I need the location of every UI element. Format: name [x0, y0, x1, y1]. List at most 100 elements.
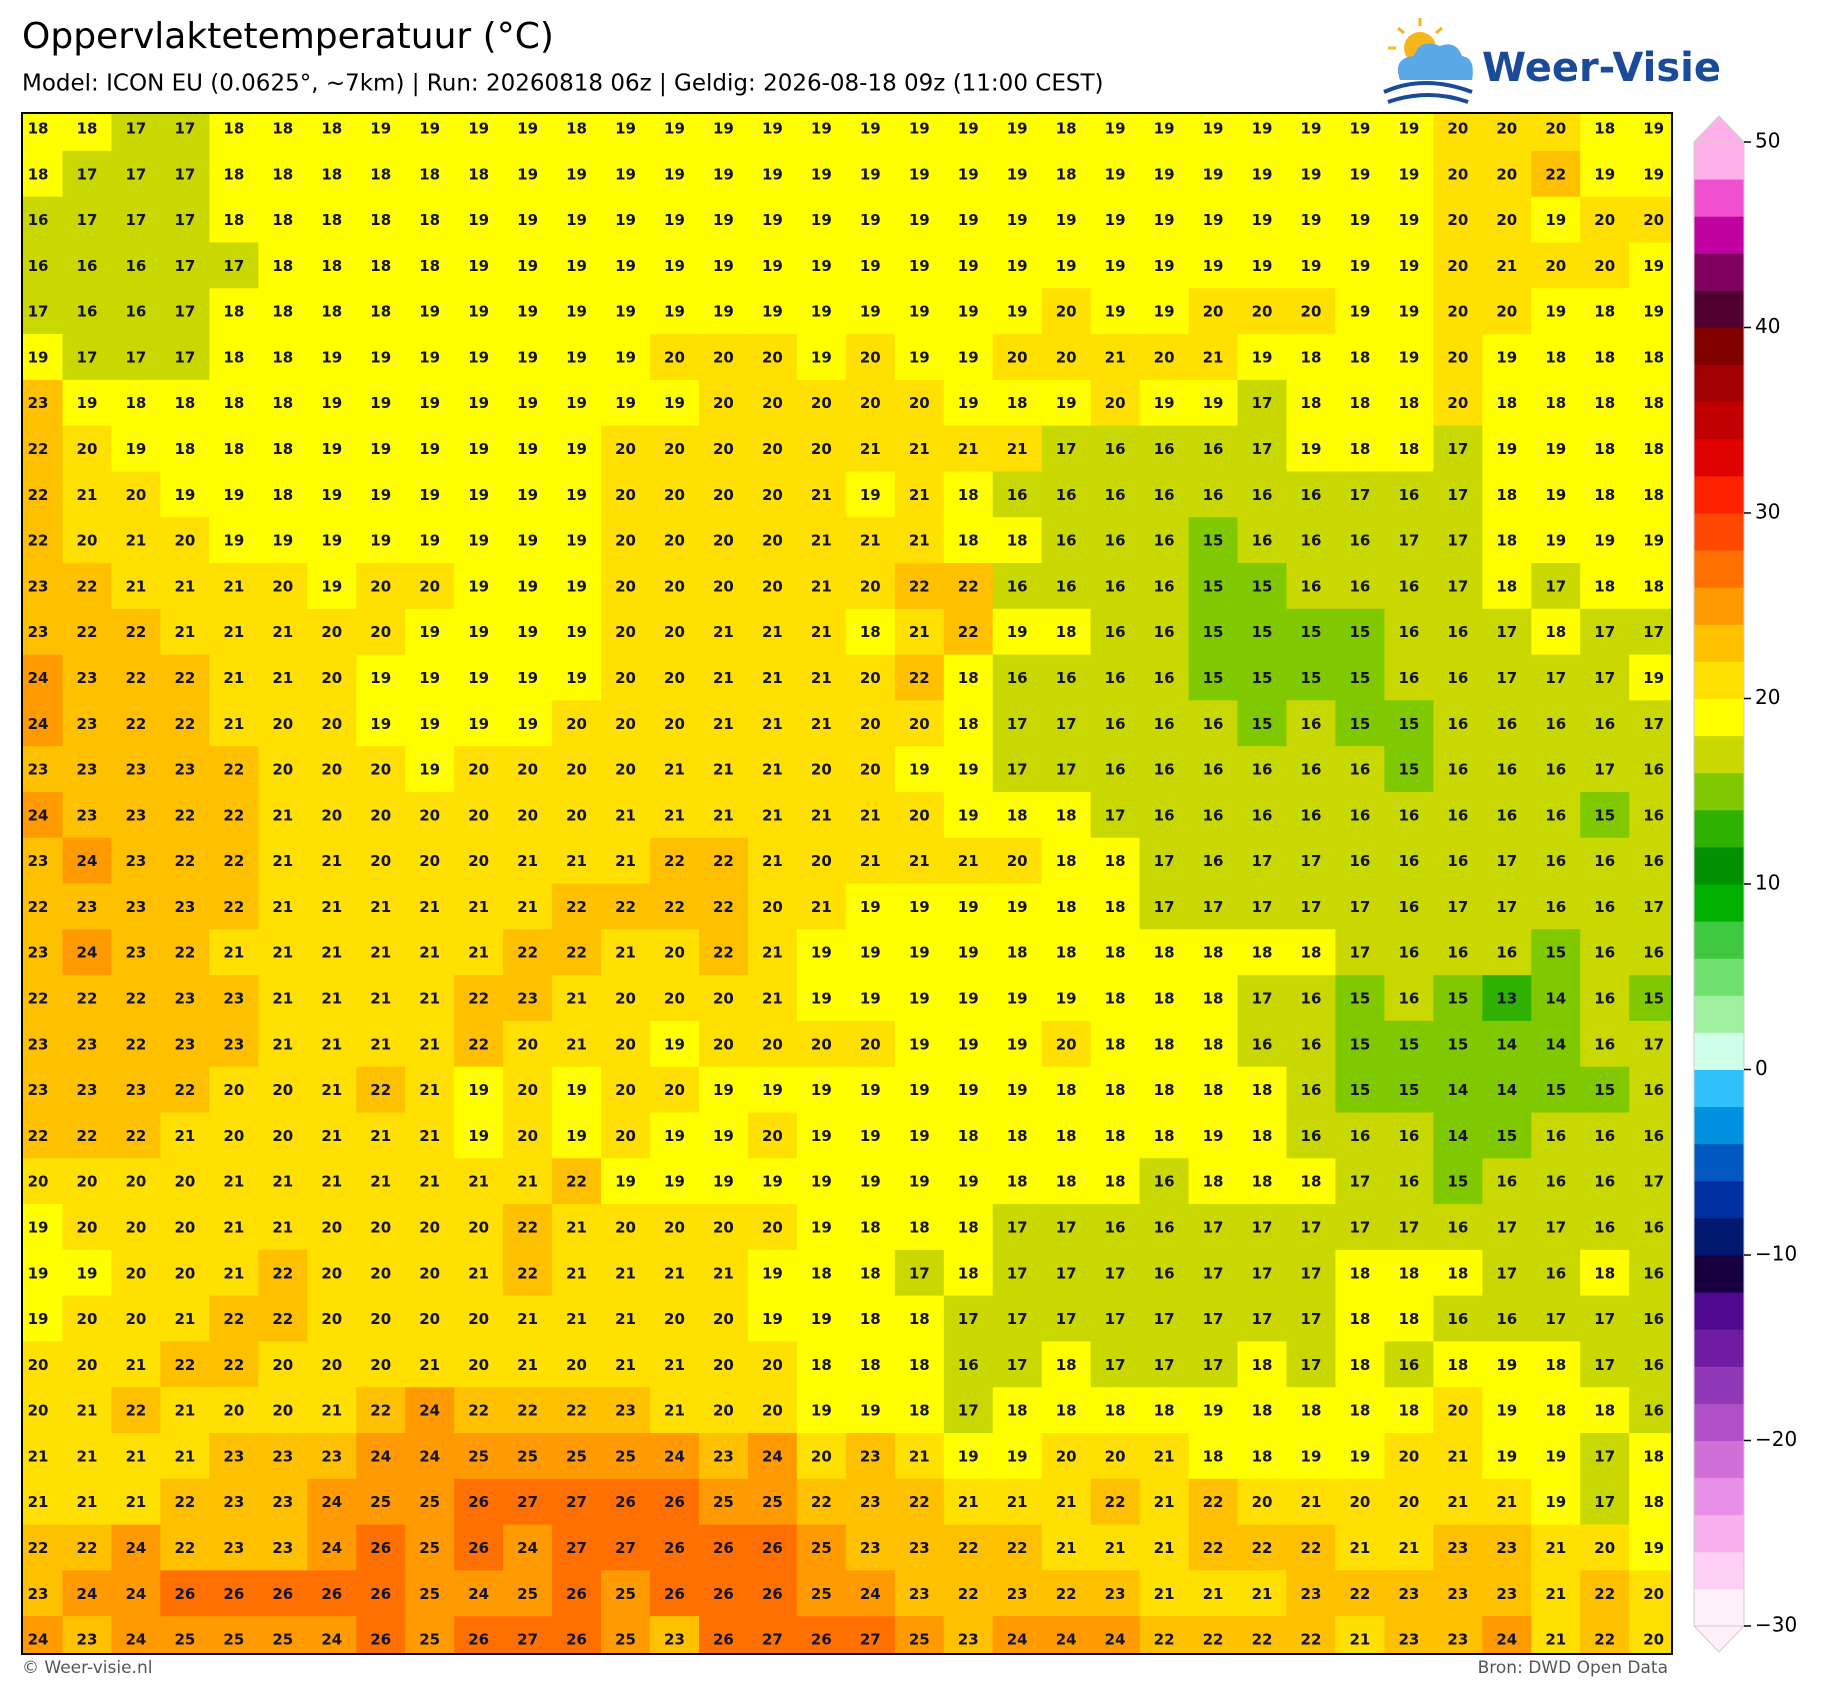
- temperature-label: 21: [811, 669, 832, 687]
- temperature-label: 21: [615, 852, 636, 870]
- temperature-label: 19: [811, 120, 832, 138]
- temperature-label: 16: [1496, 806, 1517, 824]
- temperature-cell: [1384, 1524, 1434, 1571]
- temperature-cell: [160, 288, 210, 335]
- temperature-cell: [62, 1295, 113, 1343]
- temperature-cell: [1531, 471, 1581, 518]
- temperature-label: 19: [517, 211, 538, 229]
- temperature-cell: [111, 883, 161, 930]
- temperature-label: 21: [272, 898, 293, 916]
- temperature-cell: [650, 1249, 700, 1297]
- temperature-label: 18: [125, 394, 146, 412]
- temperature-cell: [1188, 1249, 1239, 1297]
- temperature-label: 22: [223, 852, 244, 870]
- temperature-cell: [747, 288, 798, 335]
- temperature-cell: [796, 1478, 847, 1526]
- temperature-label: 25: [762, 1493, 783, 1511]
- temperature-label: 16: [125, 257, 146, 275]
- temperature-label: 16: [1398, 577, 1419, 595]
- temperature-label: 16: [1398, 852, 1419, 870]
- temperature-cell: [1482, 929, 1532, 976]
- temperature-label: 16: [1496, 1310, 1517, 1328]
- temperature-label: 21: [272, 852, 293, 870]
- temperature-cell: [503, 288, 553, 335]
- temperature-cell: [22, 654, 64, 701]
- temperature-cell: [258, 379, 308, 427]
- temperature-cell: [1286, 608, 1337, 656]
- temperature-cell: [601, 608, 651, 656]
- temperature-cell: [1139, 608, 1190, 656]
- temperature-cell: [894, 1570, 945, 1617]
- temperature-label: 21: [321, 990, 342, 1008]
- temperature-label: 24: [1496, 1631, 1517, 1649]
- temperature-cell: [111, 196, 161, 244]
- temperature-cell: [845, 1066, 896, 1114]
- temperature-label: 19: [909, 165, 930, 183]
- temperature-cell: [894, 1616, 945, 1654]
- temperature-label: 19: [958, 303, 979, 321]
- temperature-cell: [258, 929, 308, 976]
- temperature-cell: [1188, 196, 1239, 244]
- temperature-cell: [1139, 1158, 1190, 1205]
- temperature-label: 20: [811, 1447, 832, 1465]
- temperature-cell: [405, 1616, 455, 1654]
- temperature-label: 20: [1447, 211, 1468, 229]
- temperature-label: 22: [77, 990, 98, 1008]
- temperature-label: 16: [1252, 486, 1273, 504]
- temperature-label: 20: [615, 669, 636, 687]
- temperature-label: 27: [615, 1539, 636, 1557]
- temperature-cell: [1629, 700, 1672, 747]
- temperature-label: 19: [762, 303, 783, 321]
- temperature-cell: [650, 150, 700, 198]
- temperature-cell: [111, 113, 161, 152]
- temperature-cell: [943, 975, 994, 1022]
- temperature-cell: [1580, 929, 1630, 976]
- temperature-cell: [356, 471, 406, 518]
- temperature-label: 20: [1594, 1539, 1615, 1557]
- temperature-label: 16: [1154, 1218, 1175, 1236]
- temperature-label: 16: [1594, 898, 1615, 916]
- temperature-cell: [356, 1387, 406, 1434]
- temperature-cell: [1433, 654, 1483, 701]
- temperature-label: 16: [1203, 761, 1224, 779]
- temperature-label: 16: [1643, 1310, 1664, 1328]
- temperature-cell: [405, 1204, 455, 1251]
- temperature-label: 19: [1545, 303, 1566, 321]
- temperature-label: 16: [1643, 944, 1664, 962]
- temperature-label: 20: [223, 1081, 244, 1099]
- colorbar-band: [1694, 624, 1744, 662]
- temperature-cell: [1384, 1570, 1434, 1617]
- temperature-cell: [356, 1066, 406, 1114]
- temperature-cell: [1531, 517, 1581, 564]
- temperature-cell: [209, 1020, 259, 1068]
- temperature-label: 18: [1056, 898, 1077, 916]
- temperature-label: 24: [28, 1631, 49, 1649]
- temperature-label: 18: [1056, 1127, 1077, 1145]
- temperature-label: 16: [1447, 715, 1468, 733]
- temperature-label: 16: [1154, 715, 1175, 733]
- temperature-cell: [992, 1112, 1043, 1159]
- temperature-label: 21: [566, 1264, 587, 1282]
- temperature-cell: [698, 883, 749, 930]
- temperature-cell: [1090, 1524, 1141, 1571]
- temperature-cell: [405, 1570, 455, 1617]
- temperature-label: 18: [1105, 898, 1126, 916]
- temperature-cell: [943, 1478, 994, 1526]
- temperature-cell: [160, 150, 210, 198]
- temperature-cell: [1580, 113, 1630, 152]
- temperature-cell: [845, 517, 896, 564]
- temperature-label: 20: [419, 1218, 440, 1236]
- temperature-label: 17: [1154, 1310, 1175, 1328]
- temperature-cell: [258, 1066, 308, 1114]
- temperature-label: 22: [664, 852, 685, 870]
- temperature-cell: [258, 837, 308, 885]
- temperature-label: 20: [811, 852, 832, 870]
- temperature-label: 21: [566, 1218, 587, 1236]
- temperature-cell: [22, 746, 64, 793]
- temperature-cell: [1433, 196, 1483, 244]
- temperature-cell: [698, 288, 749, 335]
- temperature-cell: [160, 1524, 210, 1571]
- temperature-label: 19: [1545, 532, 1566, 550]
- temperature-cell: [1041, 700, 1092, 747]
- temperature-cell: [160, 425, 210, 473]
